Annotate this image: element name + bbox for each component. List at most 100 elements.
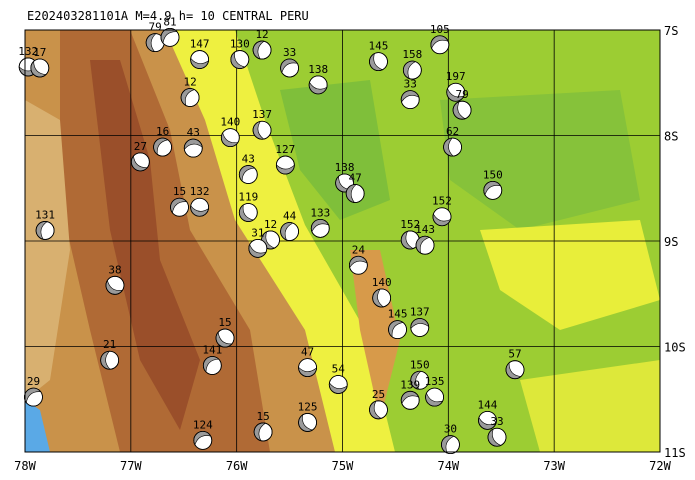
depth-label: 33: [490, 415, 503, 428]
focal-mechanism: [400, 90, 420, 110]
ball-rim: [24, 387, 43, 407]
focal-mechanism: [220, 128, 240, 148]
ball-rim: [415, 235, 435, 255]
ball-rim: [430, 35, 450, 55]
depth-label: 30: [444, 423, 457, 436]
focal-mechanism: [170, 197, 189, 217]
ball-rim: [252, 40, 272, 60]
depth-label: 158: [402, 48, 422, 61]
focal-mechanism: [369, 400, 388, 420]
depth-label: 12: [264, 218, 277, 231]
ball-rim: [369, 52, 388, 72]
focal-mechanism: [252, 40, 272, 60]
focal-mechanism: [310, 218, 330, 238]
depth-label: 15: [257, 410, 270, 423]
ball-rim: [275, 155, 295, 175]
focal-mechanism: [298, 358, 317, 378]
ball-rim: [160, 27, 180, 47]
focal-mechanism: [425, 387, 444, 407]
ball-rim: [248, 238, 268, 258]
depth-label: 81: [163, 15, 176, 28]
depth-label: 137: [252, 108, 272, 121]
depth-label: 15: [173, 185, 186, 198]
focal-mechanism: [30, 58, 50, 78]
depth-label: 125: [298, 400, 318, 413]
ball-rim: [400, 390, 420, 410]
depth-label: 139: [400, 378, 420, 391]
depth-label: 197: [446, 70, 466, 83]
focal-mechanism: [348, 255, 368, 275]
ball-rim: [443, 137, 462, 157]
depth-label: 143: [415, 223, 435, 236]
depth-label: 12: [255, 28, 268, 41]
depth-label: 25: [372, 388, 385, 401]
ball-rim: [402, 60, 422, 80]
ball-rim: [280, 222, 299, 241]
focal-mechanism: [183, 138, 203, 158]
ball-rim: [193, 430, 213, 450]
focal-mechanism: [100, 350, 120, 370]
focal-mechanism: [193, 430, 213, 450]
depth-label: 38: [108, 263, 121, 276]
depth-label: 33: [404, 78, 417, 91]
map-title: E202403281101A M=4.9 h= 10 CENTRAL PERU: [27, 9, 309, 23]
ball-rim: [310, 218, 330, 238]
focal-mechanism: [345, 184, 365, 203]
focal-mechanism: [483, 180, 503, 200]
depth-label: 140: [372, 276, 392, 289]
focal-mechanism: [441, 435, 460, 455]
ball-rim: [183, 138, 203, 158]
focal-mechanism: [443, 137, 462, 157]
ball-rim: [432, 207, 452, 227]
ball-rim: [238, 203, 258, 222]
depth-label: 47: [301, 346, 314, 359]
ball-rim: [253, 422, 273, 442]
focal-mechanism: [130, 152, 150, 172]
ball-rim: [190, 197, 210, 217]
ball-rim: [388, 320, 407, 340]
focal-mechanism: [400, 230, 420, 250]
focal-mechanism: [24, 387, 43, 407]
focal-mechanism: [372, 288, 392, 308]
depth-label: 152: [400, 218, 420, 231]
ball-rim: [446, 82, 466, 102]
focal-mechanism: [190, 197, 210, 217]
focal-mechanism: [230, 50, 250, 69]
ball-rim: [400, 90, 420, 110]
focal-mechanism: [252, 120, 272, 140]
x-tick-label: 76W: [226, 459, 248, 473]
y-tick-label: 11S: [664, 446, 686, 460]
depth-label: 138: [335, 161, 355, 174]
focal-mechanism: [105, 275, 125, 295]
ball-rim: [369, 400, 388, 420]
ball-rim: [238, 165, 258, 184]
focal-mechanism: [432, 207, 452, 227]
depth-label: 132: [18, 45, 38, 58]
focal-mechanism: [190, 50, 210, 69]
depth-label: 79: [455, 88, 468, 101]
focal-mechanism: [202, 356, 222, 375]
x-tick-label: 78W: [14, 459, 36, 473]
focal-mechanism: [388, 320, 407, 340]
depth-label: 105: [430, 23, 450, 36]
depth-label: 135: [425, 375, 445, 388]
ball-rim: [180, 88, 200, 107]
depth-label: 33: [283, 46, 296, 59]
focal-mechanism: [415, 235, 435, 255]
ball-rim: [308, 75, 328, 95]
depth-label: 150: [410, 358, 430, 371]
focal-mechanism: [238, 165, 258, 184]
focal-mechanism: [410, 318, 430, 337]
ball-rim: [30, 58, 50, 78]
ball-rim: [298, 413, 317, 432]
y-tick-label: 9S: [664, 235, 678, 249]
x-tick-label: 74W: [437, 459, 459, 473]
focal-mechanism: [215, 328, 235, 348]
ball-rim: [170, 197, 189, 217]
ball-rim: [130, 152, 150, 172]
ball-rim: [202, 356, 222, 375]
depth-label: 145: [388, 308, 408, 321]
ball-rim: [220, 128, 240, 148]
